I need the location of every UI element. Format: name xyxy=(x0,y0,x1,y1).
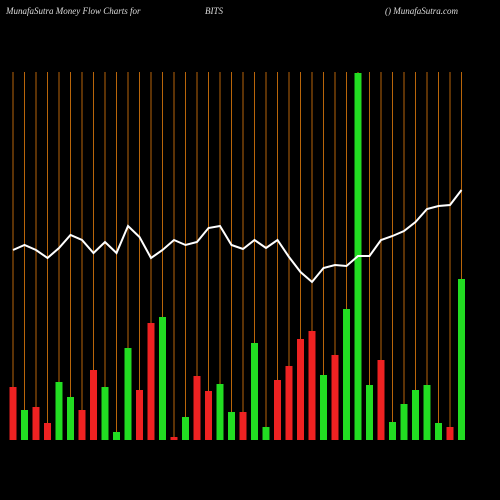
bar xyxy=(377,360,385,440)
bar xyxy=(423,385,431,440)
bar xyxy=(216,384,224,440)
bar xyxy=(55,382,63,440)
bar xyxy=(9,387,17,440)
bar xyxy=(182,417,189,440)
bar xyxy=(400,404,408,440)
bar xyxy=(320,375,327,440)
bar xyxy=(67,397,74,440)
bar xyxy=(412,390,419,440)
bar xyxy=(262,427,270,440)
bar xyxy=(228,412,235,440)
bar xyxy=(366,385,373,440)
bar xyxy=(124,348,132,440)
bar xyxy=(101,387,109,440)
bar xyxy=(44,423,51,440)
bar xyxy=(239,412,247,440)
chart-symbol: BITS xyxy=(205,6,224,16)
bar xyxy=(136,390,143,440)
bar xyxy=(21,410,28,440)
bar xyxy=(159,317,166,440)
bar xyxy=(285,366,293,440)
chart-title: MunafaSutra Money Flow Charts for xyxy=(5,6,141,16)
bar xyxy=(389,422,396,440)
bar xyxy=(147,323,155,440)
bar xyxy=(446,427,454,440)
bar xyxy=(435,423,442,440)
bar xyxy=(193,376,201,440)
bar xyxy=(170,437,178,440)
chart-source: () MunafaSutra.com xyxy=(385,6,458,16)
bar xyxy=(308,331,316,440)
bar xyxy=(78,410,86,440)
bar xyxy=(343,309,350,440)
money-flow-line xyxy=(12,189,463,284)
bar xyxy=(331,355,339,440)
bar xyxy=(205,391,212,440)
bar xyxy=(113,432,120,440)
bar xyxy=(90,370,97,440)
bar xyxy=(251,343,258,440)
bar xyxy=(32,407,40,440)
bar xyxy=(297,339,304,440)
bar xyxy=(458,279,465,440)
bar xyxy=(274,380,281,440)
